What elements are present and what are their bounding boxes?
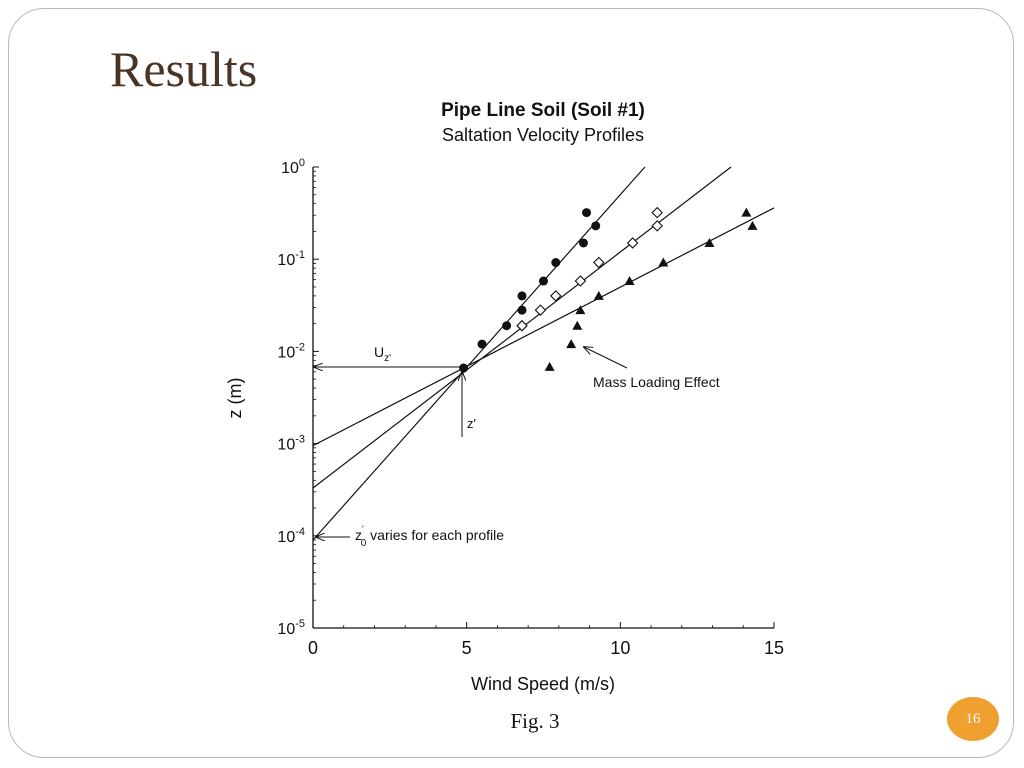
y-tick-label: 10-1	[277, 249, 305, 269]
data-point-triangle	[747, 220, 758, 230]
y-tick-label: 10-5	[277, 618, 305, 638]
data-point-diamond	[651, 220, 663, 232]
data-point-circle	[502, 321, 512, 331]
y-tick-label: 10-4	[277, 526, 305, 546]
chart-subtitle: Saltation Velocity Profiles	[441, 125, 645, 145]
data-point-circle	[517, 291, 527, 301]
data-point-diamond	[516, 319, 528, 332]
fit-line	[312, 207, 775, 447]
data-point-triangle	[741, 207, 752, 217]
data-point-diamond	[626, 237, 639, 249]
page-number-badge: 16	[947, 697, 999, 741]
data-point-diamond	[651, 206, 663, 219]
x-tick-label: 5	[462, 638, 472, 658]
data-point-diamond	[574, 275, 587, 287]
annotations: Uz' z' z' 0 varies for each profile Mass …	[225, 344, 720, 694]
slide-frame	[8, 8, 1014, 758]
y-tick-label: 10-3	[277, 434, 305, 454]
y-axis-title: z (m)	[225, 378, 245, 419]
data-point-diamond	[534, 304, 547, 316]
data-point-circle	[551, 258, 561, 268]
data-point-diamond	[550, 290, 562, 302]
figure-caption: Fig. 3	[510, 709, 560, 733]
data-point-circle	[582, 208, 592, 218]
x-tick-label: 15	[764, 638, 784, 658]
data-point-circle	[517, 305, 527, 315]
data-point-diamond	[593, 256, 605, 269]
data-point-triangle	[566, 339, 577, 349]
zprime-label: z'	[467, 416, 476, 431]
x-axis-title: Wind Speed (m/s)	[471, 674, 615, 694]
data-point-triangle	[593, 290, 604, 300]
x-tick-label: 0	[308, 638, 318, 658]
data-point-triangle	[575, 305, 586, 315]
mass-loading-arrow	[584, 347, 628, 369]
chart-title: Pipe Line Soil (Soil #1)	[441, 100, 645, 121]
axes: 100 10-1 10-2 10-3 10-4 10-50 5 10 15	[277, 157, 784, 658]
data-point-circle	[459, 363, 469, 373]
data-point-triangle	[544, 361, 555, 371]
data-point-triangle	[658, 257, 669, 267]
x-tick-label: 10	[610, 638, 630, 658]
data-point-circle	[539, 276, 548, 286]
data-point-circle	[591, 221, 601, 231]
data-point-triangle	[704, 237, 715, 247]
data-point-circle	[578, 238, 588, 248]
data-point-circle	[477, 339, 487, 349]
mass-loading-label: Mass Loading Effect	[593, 374, 720, 390]
uz-label: Uz'	[374, 344, 391, 364]
y-tick-label: 100	[281, 157, 305, 177]
data-point-triangle	[572, 320, 583, 330]
data-points	[459, 206, 758, 373]
z0-label: z' 0 varies for each profile	[355, 524, 504, 549]
slide-title: Results	[110, 41, 258, 97]
fit-line	[312, 166, 646, 541]
data-point-triangle	[624, 276, 635, 286]
y-tick-label: 10-2	[277, 341, 305, 361]
